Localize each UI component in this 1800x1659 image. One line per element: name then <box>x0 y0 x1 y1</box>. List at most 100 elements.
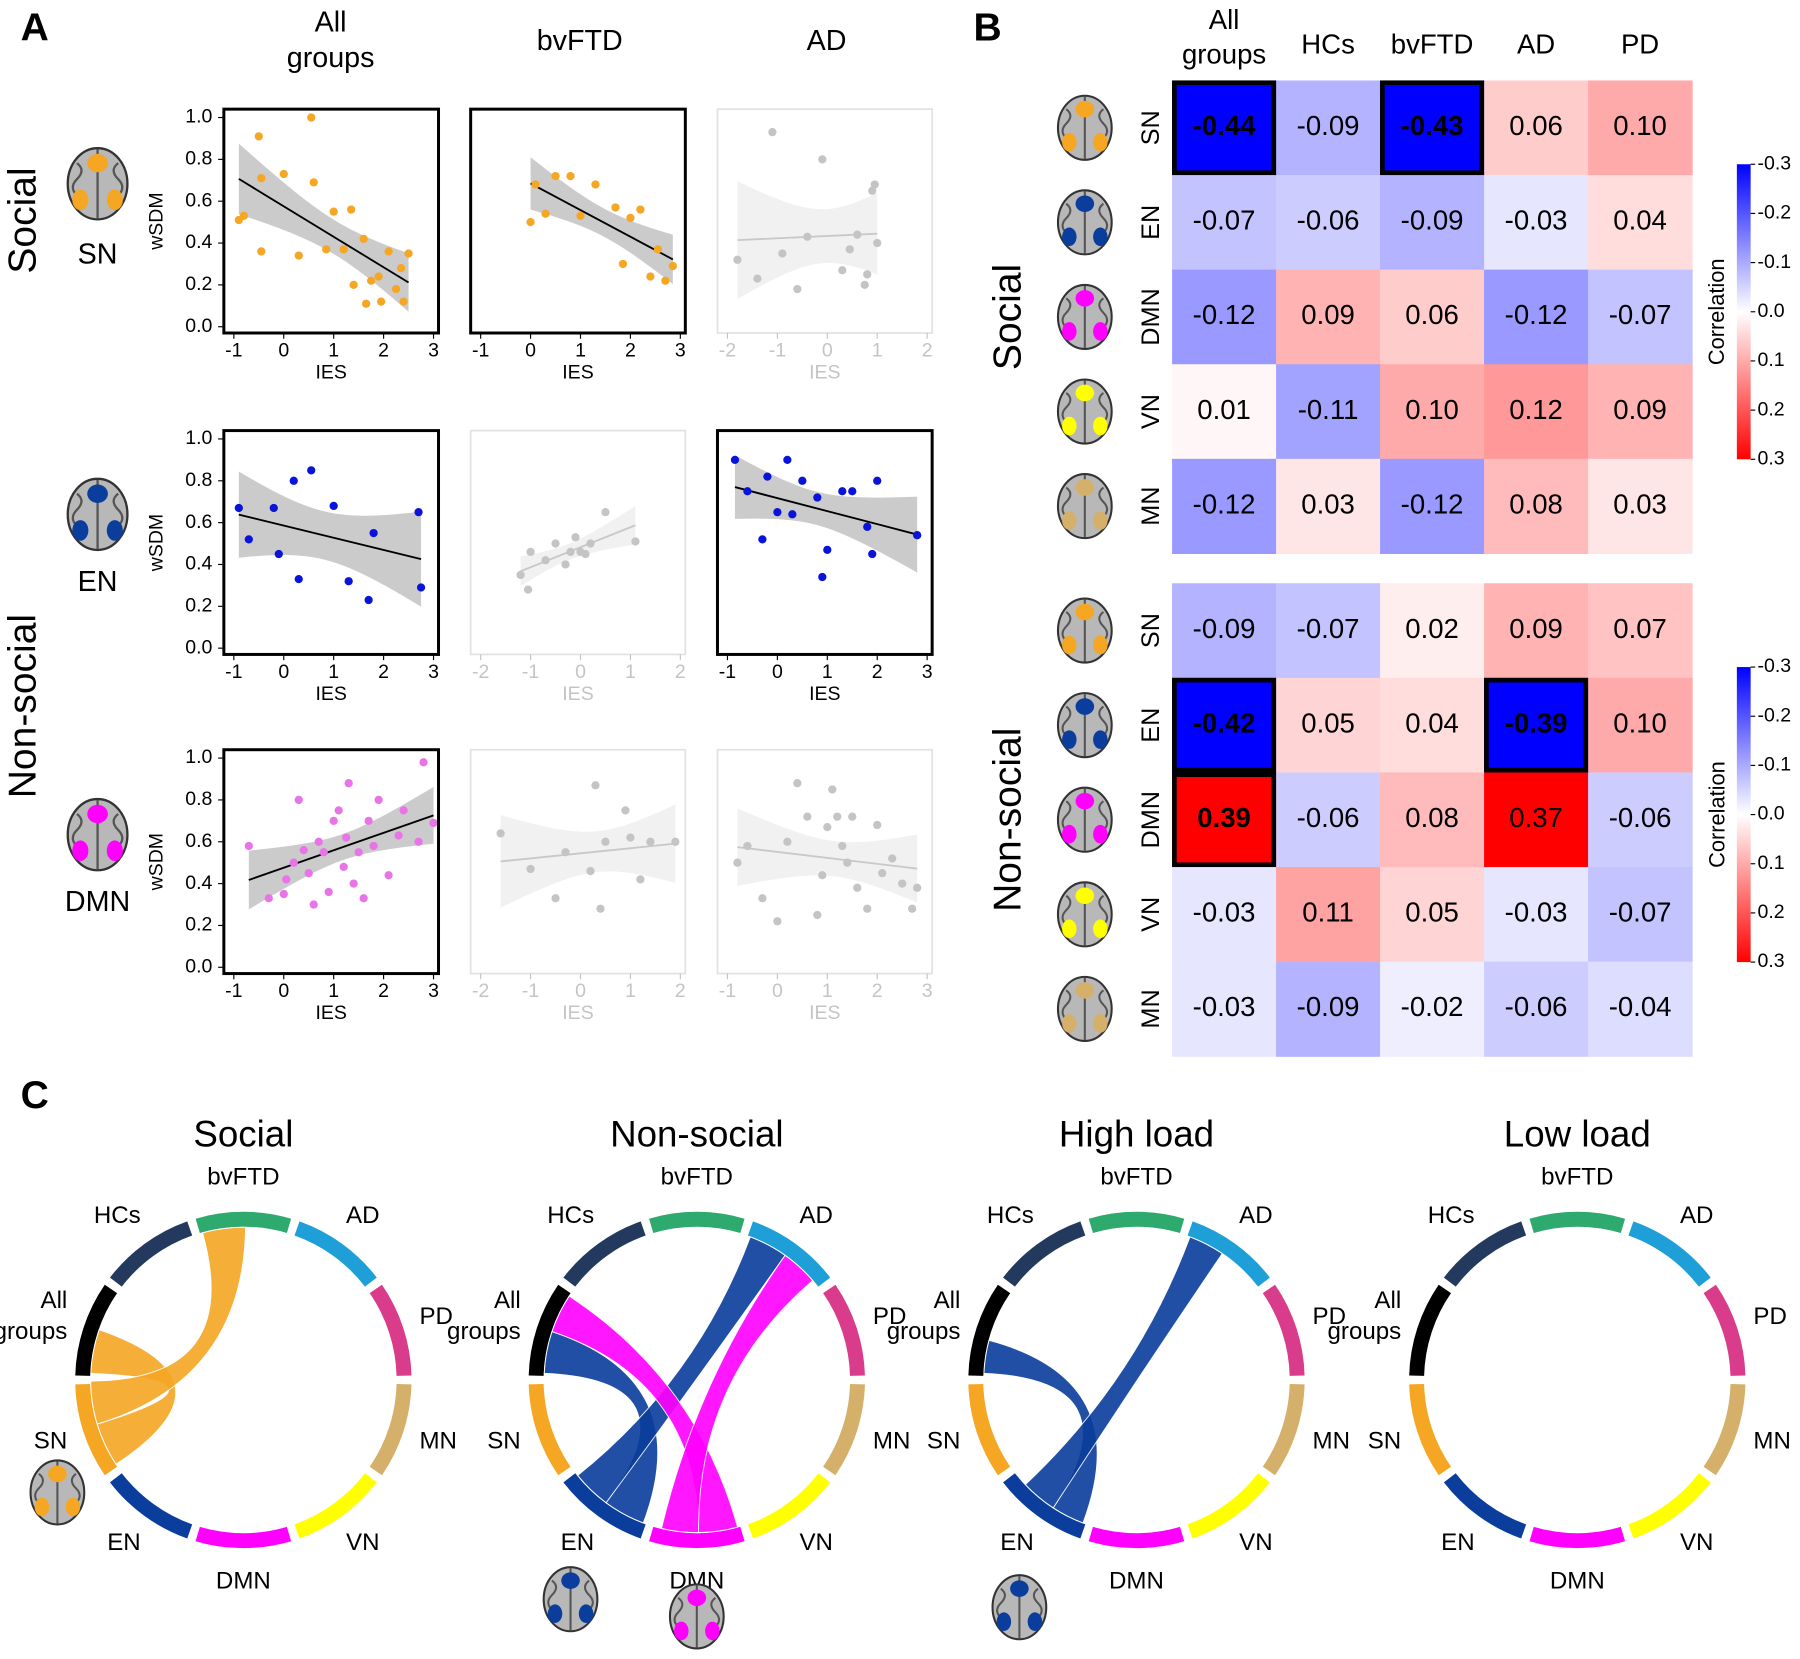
colorbar-tick-label: 0.0 <box>1758 803 1785 825</box>
point <box>863 522 872 531</box>
x-tick-label: 3 <box>428 340 439 362</box>
heat-cell <box>1276 677 1381 774</box>
point <box>349 879 358 888</box>
x-tick-label: 0 <box>575 661 586 683</box>
value-label: -0.09 <box>1297 110 1360 141</box>
point <box>429 818 438 828</box>
point <box>566 171 575 181</box>
segment-label: bvFTD <box>661 1163 733 1190</box>
brain-region <box>1062 511 1077 530</box>
segment-label: bvFTD <box>207 1163 279 1190</box>
value-label: -0.12 <box>1193 299 1256 330</box>
heat-cell <box>1484 772 1589 868</box>
brain-region <box>1093 322 1108 341</box>
point <box>526 864 535 874</box>
point <box>396 264 406 273</box>
y-tick-label: 0.6 <box>185 830 212 852</box>
value-label: 0.04 <box>1405 707 1459 738</box>
heat-cell <box>1172 583 1277 679</box>
point <box>873 238 882 248</box>
brain-region <box>1093 824 1108 844</box>
point <box>314 837 323 846</box>
point <box>733 858 742 867</box>
fit-line <box>238 513 422 561</box>
segment-label: MN <box>1313 1428 1350 1455</box>
point <box>394 831 403 840</box>
heat-cell <box>1484 269 1589 365</box>
heat-cell <box>1380 677 1485 774</box>
colorbar-tick-label: -0.2 <box>1758 202 1792 224</box>
point <box>813 910 822 920</box>
segment-label: SN <box>34 1428 67 1455</box>
brain-icon <box>29 1459 86 1526</box>
point <box>828 785 837 794</box>
brain-icon <box>668 1583 725 1650</box>
x-axis-label: IES <box>315 361 346 383</box>
plot-frame <box>716 748 934 975</box>
heat-cell <box>1588 583 1693 679</box>
x-tick-label: -2 <box>472 661 489 683</box>
chord-segment <box>968 1383 1011 1476</box>
chord-link <box>1024 1236 1223 1509</box>
heat-cell <box>1276 583 1381 679</box>
point <box>773 508 782 517</box>
point <box>551 171 560 181</box>
brain-region <box>34 1497 50 1517</box>
point <box>813 493 822 502</box>
x-tick-label: 1 <box>822 661 833 683</box>
x-tick-label: 0 <box>278 980 289 1002</box>
point <box>783 837 792 846</box>
point <box>873 820 882 830</box>
chord-segment <box>649 1526 745 1549</box>
brain-region <box>1027 1612 1043 1632</box>
point <box>274 549 283 559</box>
point <box>541 209 550 218</box>
plot-frame <box>469 429 687 656</box>
point <box>818 572 827 582</box>
segment-label: HCs <box>547 1202 594 1229</box>
brain-icon <box>1056 473 1113 540</box>
chord-title: Social <box>193 1113 293 1154</box>
fit-line <box>520 524 636 573</box>
row-label: DMN <box>65 886 130 918</box>
heat-cell <box>1172 364 1277 460</box>
brain-icon <box>1056 975 1113 1042</box>
value-label: 0.09 <box>1613 394 1667 425</box>
brain-region <box>106 840 123 862</box>
x-tick-label: 1 <box>625 980 636 1002</box>
x-axis-label: IES <box>315 1002 346 1024</box>
point <box>342 833 351 842</box>
heat-cell <box>1276 772 1381 868</box>
row-label: EN <box>1137 205 1165 240</box>
point <box>384 871 393 880</box>
brain-icon <box>1056 692 1113 759</box>
colorbar-tick-label: -0.3 <box>1758 655 1792 677</box>
confidence-band <box>500 804 676 908</box>
point <box>571 533 580 542</box>
y-tick-label: 0.8 <box>185 788 212 810</box>
brain-region <box>72 189 89 211</box>
heat-cell <box>1380 364 1485 460</box>
point <box>653 245 663 254</box>
group-label: Non-social <box>987 728 1030 912</box>
point <box>496 829 505 838</box>
plot-frame <box>222 748 441 976</box>
x-tick-label: 1 <box>872 340 883 362</box>
value-label: -0.03 <box>1505 205 1568 236</box>
panel-label: B <box>973 6 1001 49</box>
point <box>803 232 812 241</box>
point <box>913 531 922 540</box>
y-tick-label: 0.6 <box>185 189 212 211</box>
brain-region <box>1062 919 1077 939</box>
point <box>611 203 620 212</box>
point <box>818 871 827 880</box>
point <box>364 595 373 605</box>
x-tick-label: 2 <box>872 980 883 1002</box>
y-tick-label: 0.2 <box>185 273 212 295</box>
chord-segment <box>294 1473 377 1539</box>
x-tick-label: -1 <box>769 340 786 362</box>
segment-label: PD <box>873 1303 906 1330</box>
panel-label: C <box>21 1074 49 1117</box>
point <box>354 848 363 857</box>
point <box>561 848 570 857</box>
